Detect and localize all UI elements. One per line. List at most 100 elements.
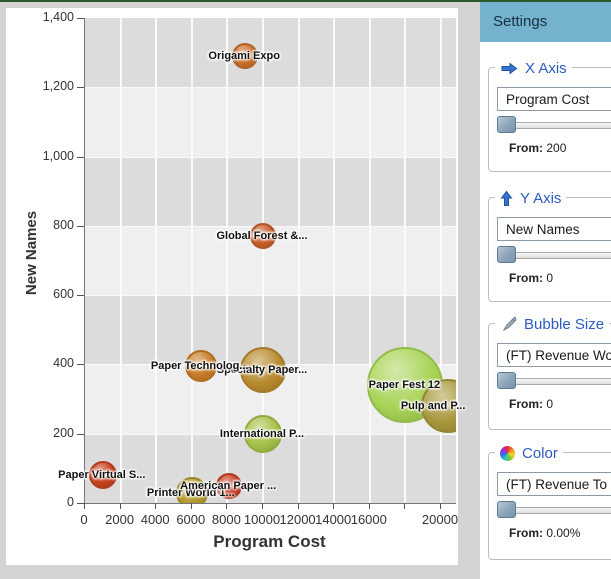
x-tick-mark [119,503,121,509]
plot-band [85,156,456,227]
x-tick-label: 8000 [211,512,241,527]
from-value: From: 200 [509,141,567,155]
settings-section-bubble-size: Bubble Size (FT) Revenue Wo From: 0 [488,313,611,430]
bubble[interactable] [232,43,259,70]
section-legend: Bubble Size [495,313,610,335]
bubble-chart: New Names Origami Expo Global Forest &...… [6,8,466,565]
from-value: From: 0.00% [509,526,581,540]
slider-handle[interactable] [497,372,516,389]
section-legend: Color [495,442,563,464]
y-tick-mark [77,156,84,158]
x-tick-label: 12000 [279,512,316,527]
bubble-size-pencil-icon [500,315,517,333]
plot-area: Origami Expo Global Forest &... Specialty … [43,10,466,527]
x-tick-mark [190,503,192,509]
y-tick-mark [77,503,84,504]
x-tick-mark [404,503,406,509]
y-tick-mark [77,364,84,366]
x-tick-mark [368,503,370,509]
y-axis-slider[interactable] [497,246,611,263]
gridline-horizontal [85,295,456,297]
y-tick-label: 400 [53,356,74,371]
y-tick-mark [77,87,84,89]
section-legend-label: X Axis [525,59,567,77]
y-tick-mark [77,18,84,19]
gridline-vertical [440,18,442,503]
gridline-vertical [262,18,264,503]
window-top-border [0,0,611,2]
gridline-horizontal [85,156,456,158]
color-select[interactable]: (FT) Revenue To [497,472,611,496]
x-tick-label: 10000 [243,512,281,527]
x-tick-mark [155,503,157,509]
y-axis-arrow-icon [500,190,513,207]
settings-section-color: Color (FT) Revenue To From: 0.00% [488,442,611,560]
color-wheel-icon [500,445,515,461]
bubble-size-select[interactable]: (FT) Revenue Wo [497,343,611,367]
x-axis-arrow-icon [500,61,518,75]
y-tick-label: 1,200 [42,79,74,94]
x-tick-label: 0 [80,512,88,527]
section-legend-label: Y Axis [520,189,562,207]
gridline-horizontal [85,87,456,89]
y-tick-mark [77,295,84,297]
settings-section-y-axis: Y Axis New Names From: 0 [488,187,611,302]
bubble-size-slider[interactable] [497,372,611,389]
plot-band [85,87,456,158]
bubble[interactable] [175,476,208,503]
slider-handle[interactable] [497,116,516,133]
gridline-vertical [190,18,193,503]
gridline-vertical [297,18,300,503]
x-tick-mark [440,503,441,509]
y-axis-select[interactable]: New Names [497,217,611,241]
x-tick-mark [226,503,228,509]
bubble[interactable] [88,461,117,490]
y-tick-label: 1,400 [42,10,74,24]
section-legend-label: Bubble Size [524,315,605,333]
plot-clip-layer [84,18,456,504]
y-tick-mark [77,225,84,227]
settings-section-x-axis: X Axis Program Cost From: 200 [488,57,611,172]
y-tick-label: 1,000 [42,148,74,163]
section-legend: X Axis [495,57,572,79]
x-axis-slider[interactable] [497,116,611,133]
gridline-vertical [119,18,122,503]
x-tick-label: 4000 [140,512,170,527]
x-tick-mark [297,503,299,509]
x-tick-label: 14000 [315,512,352,527]
bubble[interactable] [184,350,217,383]
gridline-vertical [404,18,407,503]
bubble[interactable] [250,223,276,250]
x-tick-label: 6000 [176,512,206,527]
gridline-vertical [226,18,229,503]
slider-handle[interactable] [497,501,516,518]
from-value: From: 0 [509,271,554,285]
section-legend-label: Color [522,444,558,462]
y-tick-label: 600 [53,287,74,302]
settings-sections: X Axis Program Cost From: 200 Y Axis New Nam… [480,42,611,579]
x-tick-label: 2000 [105,512,135,527]
y-axis-title: New Names [23,210,40,296]
from-value: From: 0 [509,397,554,411]
gridline-vertical [368,18,371,503]
y-tick-label: 800 [53,217,74,232]
gridline-vertical [155,18,158,503]
x-tick-mark [333,503,335,509]
bubble[interactable] [216,472,243,499]
gridline-vertical [333,18,336,503]
x-tick-mark [262,503,263,509]
x-axis-select[interactable]: Program Cost [497,87,611,111]
y-tick-mark [77,433,84,435]
settings-title: Settings [493,13,548,30]
x-axis-title: Program Cost [213,532,326,551]
color-slider[interactable] [497,501,611,518]
bubble[interactable] [240,346,286,393]
x-tick-label: 20000 [421,512,459,527]
section-legend: Y Axis [495,187,567,209]
x-tick-label: 16000 [350,512,387,527]
slider-handle[interactable] [497,246,516,263]
x-tick-mark [84,503,85,509]
bubble[interactable] [244,414,282,453]
y-tick-label: 200 [53,425,74,440]
